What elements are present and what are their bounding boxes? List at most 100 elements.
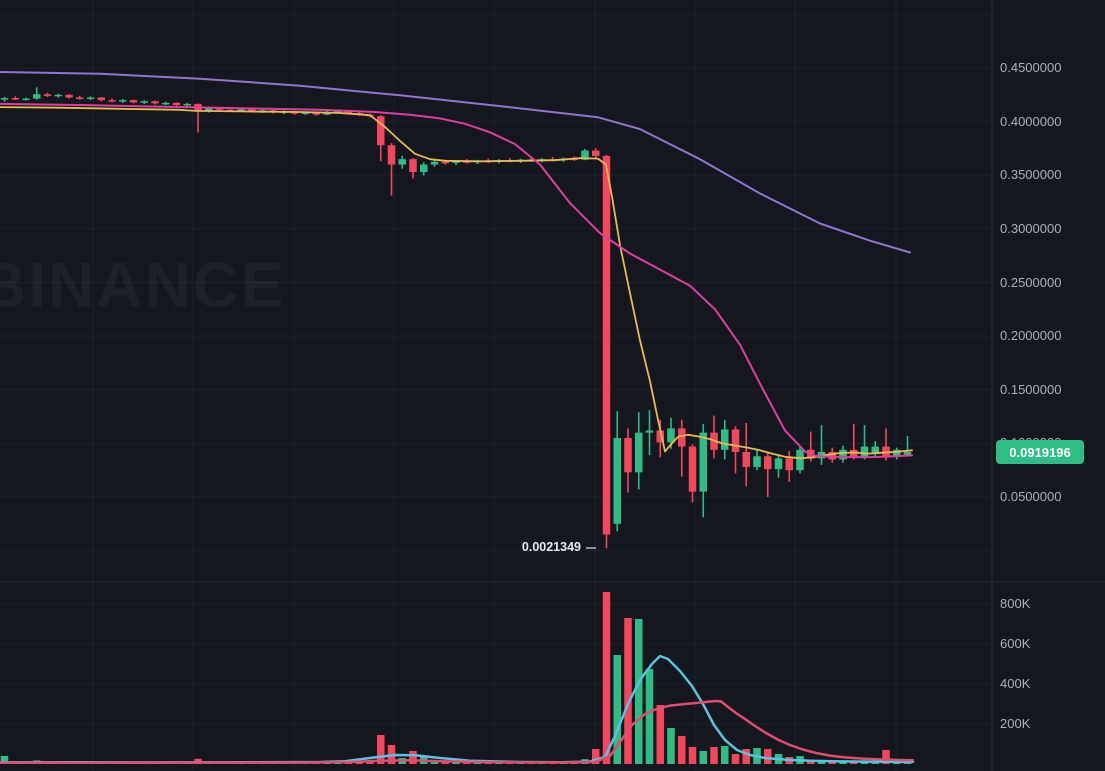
- price-tick-label: 0.2500000: [1000, 274, 1062, 290]
- candle: [463, 161, 471, 163]
- candle: [11, 98, 19, 100]
- volume-bar: [592, 749, 600, 764]
- volume-bar: [602, 592, 611, 764]
- candle: [850, 449, 858, 458]
- candles-layer: [0, 87, 912, 549]
- volume-bar: [710, 747, 718, 764]
- low-price-label: 0.0021349: [521, 540, 581, 554]
- candle: [699, 432, 707, 492]
- candle: [796, 449, 804, 471]
- candle: [54, 94, 62, 97]
- candle: [581, 150, 589, 160]
- candle: [860, 446, 869, 458]
- candle: [882, 446, 890, 457]
- candle: [312, 112, 320, 115]
- candle: [140, 101, 148, 103]
- volume-tick-label: 800K: [1000, 596, 1031, 611]
- candle: [721, 429, 729, 450]
- candle: [753, 456, 761, 467]
- candle: [398, 159, 406, 165]
- candle: [624, 438, 632, 473]
- candle: [65, 94, 73, 98]
- grid-lines: [0, 0, 992, 771]
- volume-ma-cyan: [0, 654, 915, 764]
- volume-bar: [645, 669, 654, 764]
- candle: [86, 97, 95, 99]
- volume-bar: [355, 762, 363, 764]
- candle: [237, 109, 245, 111]
- candle: [635, 432, 643, 473]
- candle: [420, 164, 428, 173]
- volume-tick-label: 200K: [1000, 716, 1031, 731]
- volume-tick-label: 400K: [1000, 676, 1031, 691]
- candle: [871, 446, 879, 455]
- candle: [688, 446, 697, 492]
- candle: [248, 109, 256, 112]
- price-tick-label: 0.4500000: [1000, 60, 1062, 75]
- candle: [215, 108, 224, 110]
- candle: [76, 97, 84, 99]
- volume-bar: [613, 655, 621, 764]
- candle: [667, 428, 675, 443]
- candle: [205, 108, 213, 111]
- volume-bar: [377, 735, 385, 764]
- candle: [334, 110, 342, 113]
- candle: [301, 112, 310, 115]
- candle: [893, 449, 901, 457]
- volume-bar: [463, 762, 471, 764]
- candle: [742, 451, 750, 467]
- candle: [0, 98, 9, 100]
- ma-mid-pink: [0, 102, 913, 459]
- volume-bar: [366, 761, 374, 764]
- candle: [656, 430, 664, 443]
- candle: [839, 449, 847, 460]
- candle: [119, 100, 127, 102]
- price-tick-label: 0.2000000: [1000, 328, 1062, 344]
- low-price-annotation: 0.0021349: [420, 540, 596, 554]
- candle: [22, 98, 30, 101]
- candle: [764, 456, 772, 470]
- candle: [592, 150, 600, 156]
- candle: [387, 145, 396, 165]
- candle: [441, 161, 449, 164]
- candle: [645, 430, 654, 433]
- candle: [785, 458, 793, 471]
- volume-bar: [409, 751, 417, 764]
- volume-ma-rose: [0, 699, 915, 765]
- volume-bar: [882, 750, 890, 764]
- volume-bar: [731, 754, 740, 764]
- price-tick-label: 0.3500000: [1000, 167, 1062, 183]
- candle: [430, 161, 439, 165]
- price-tick-label: 0.3000000: [1000, 220, 1062, 236]
- candle: [172, 102, 181, 106]
- candle: [452, 161, 460, 163]
- candle: [613, 438, 621, 524]
- volume-bar: [742, 749, 750, 764]
- candle: [108, 100, 116, 102]
- volume-bar: [828, 761, 836, 764]
- candle: [731, 429, 740, 452]
- candle: [97, 97, 105, 101]
- ma-slow-purple: [0, 71, 911, 254]
- volume-bar: [699, 751, 707, 764]
- ma-fast-yellow: [0, 106, 913, 460]
- candle: [602, 155, 611, 535]
- volume-bar: [656, 705, 664, 764]
- candle: [903, 452, 912, 455]
- candle: [409, 159, 417, 173]
- volume-bar: [678, 736, 686, 764]
- candle: [377, 116, 385, 146]
- candle: [151, 101, 159, 104]
- volume-line-overlays: [0, 654, 915, 765]
- volume-bar: [688, 747, 697, 764]
- volume-bar: [452, 762, 460, 764]
- volume-bar: [635, 619, 643, 764]
- candle: [162, 102, 170, 105]
- candle: [43, 94, 52, 96]
- candle: [774, 458, 783, 470]
- candle: [678, 428, 686, 447]
- volume-bar: [624, 618, 632, 764]
